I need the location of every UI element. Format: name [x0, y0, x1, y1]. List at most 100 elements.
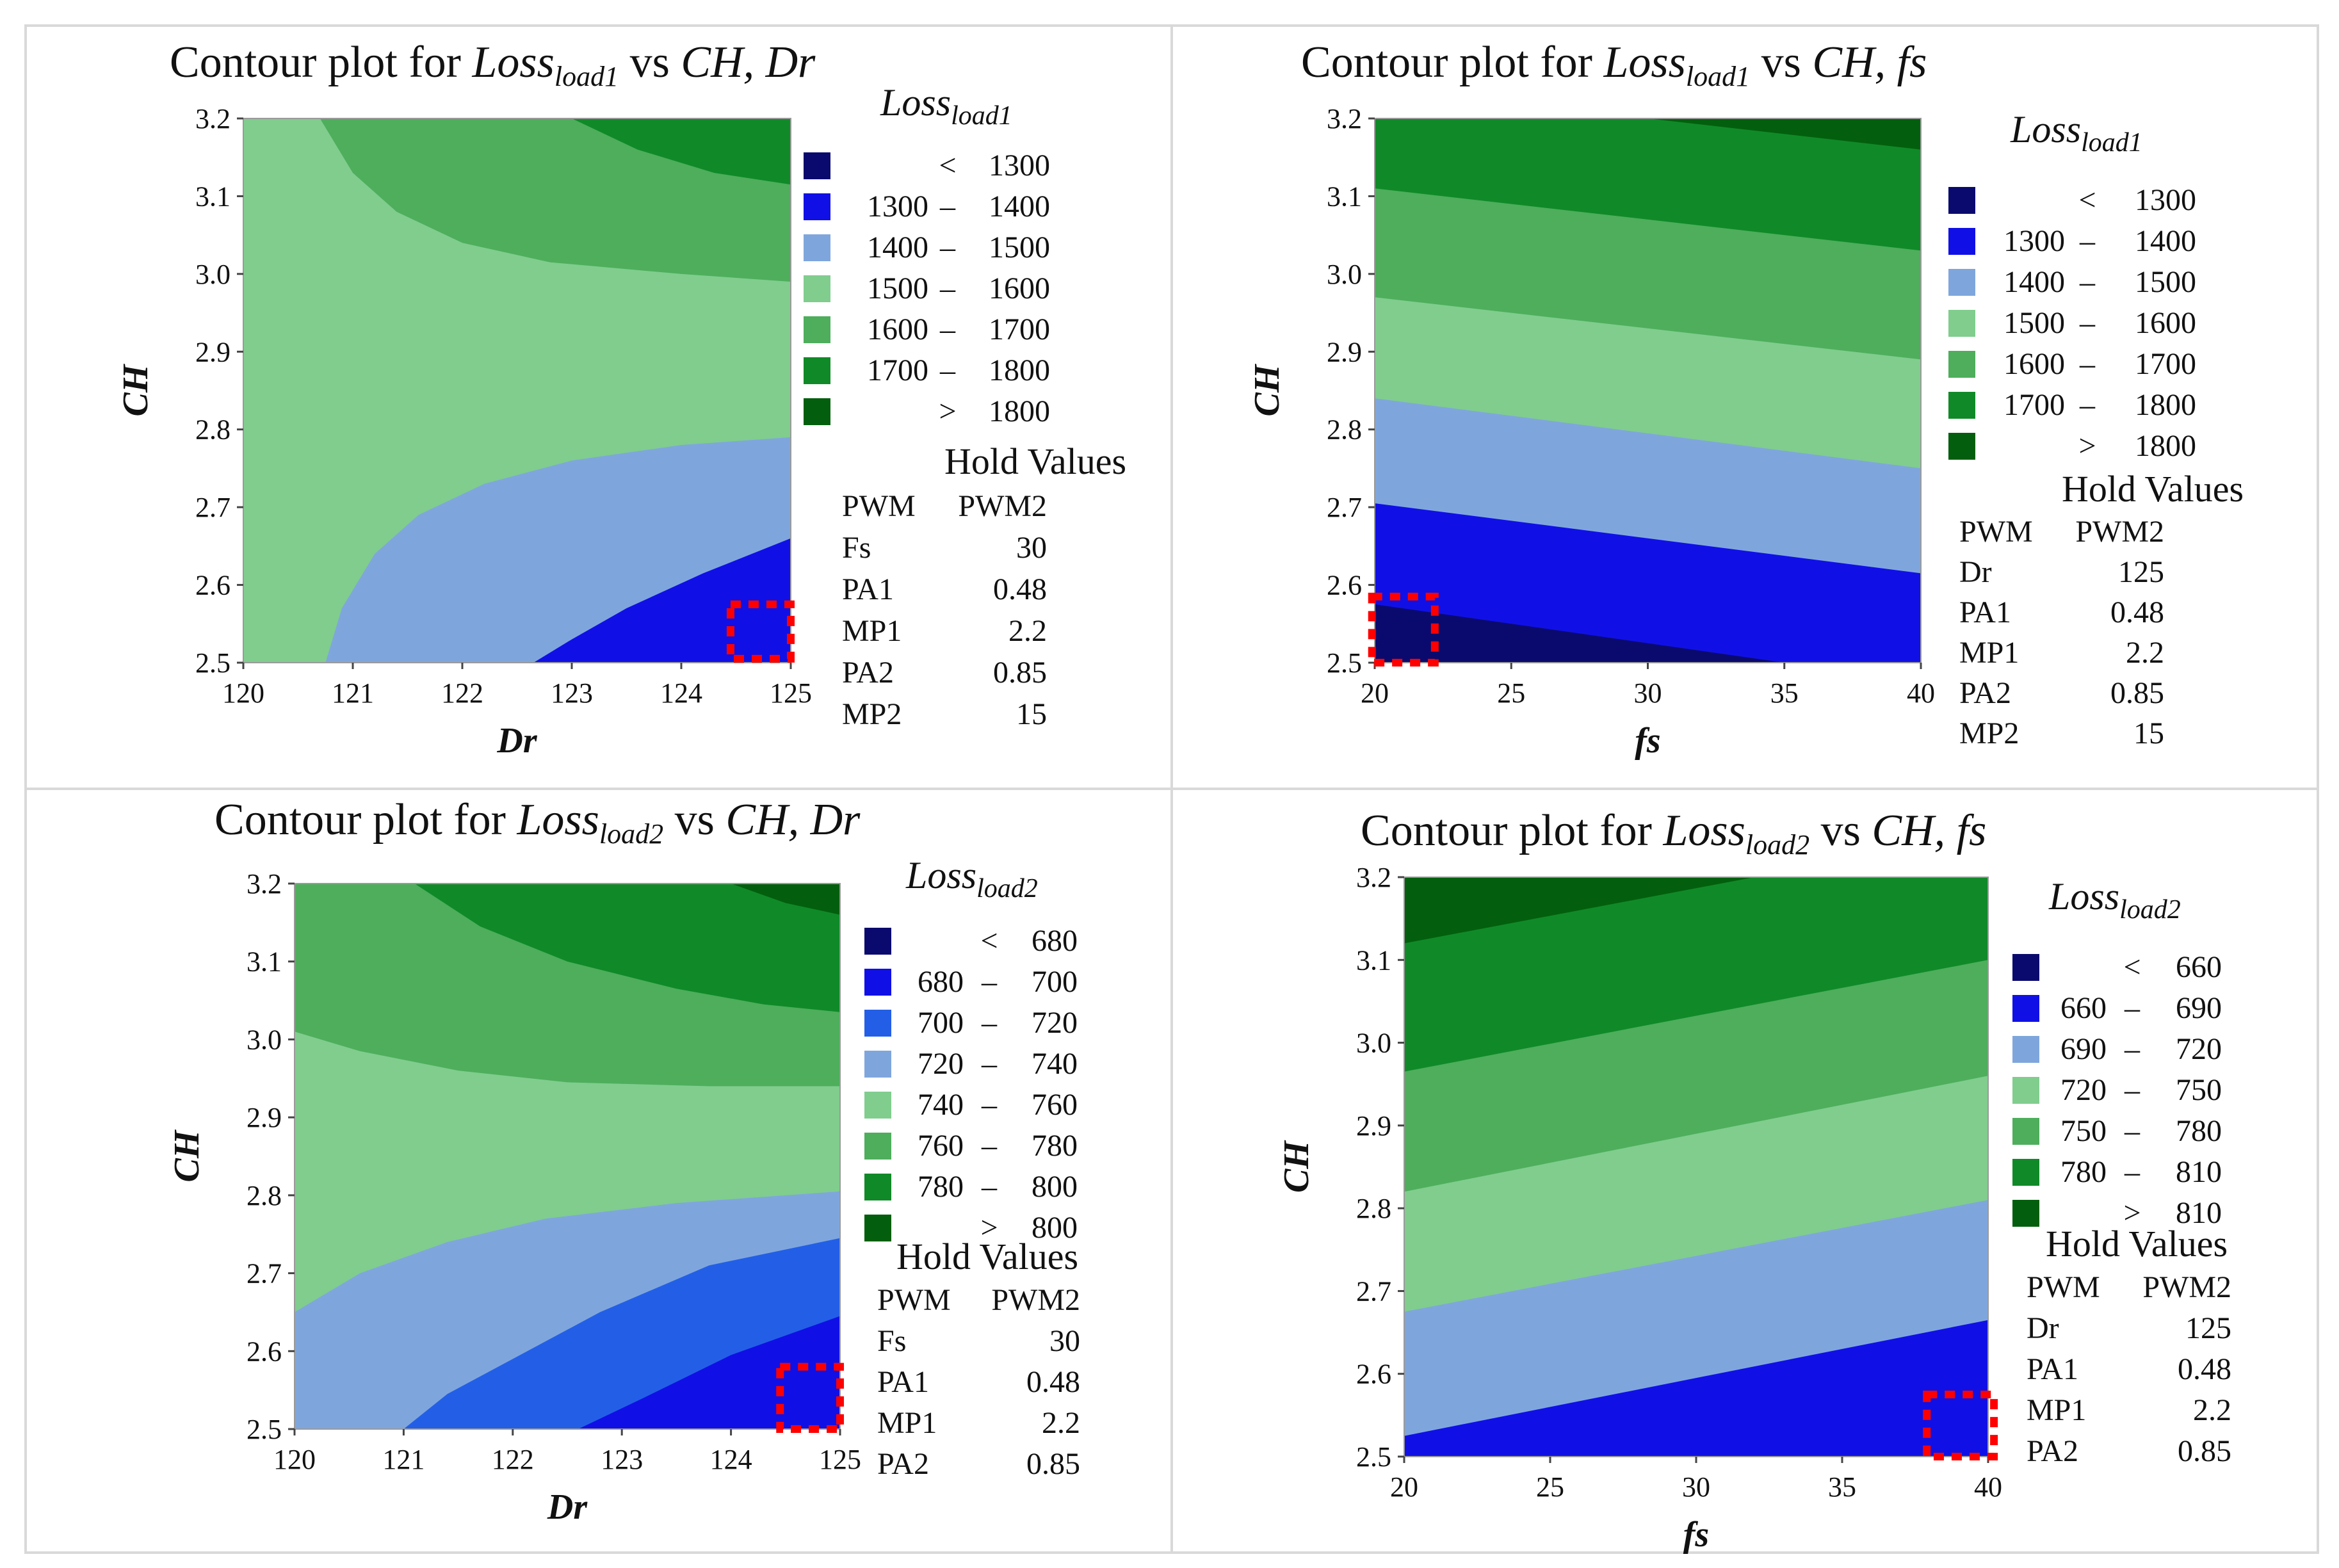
- legend-swatch-navy: [1948, 187, 1975, 214]
- x-tick-label: 40: [1974, 1471, 2002, 1503]
- plot-area: [1404, 877, 1988, 1457]
- hold-values-header-value: PWM2: [2142, 1270, 2231, 1304]
- hold-value-name: MP1: [1959, 636, 2019, 670]
- y-tick-label: 2.9: [1327, 336, 1362, 368]
- x-tick-label: 35: [1828, 1471, 1856, 1503]
- x-tick-label: 20: [1390, 1471, 1418, 1503]
- hold-value-name: MP1: [877, 1406, 937, 1440]
- legend-range-separator: >: [939, 394, 956, 428]
- legend-range-high: 740: [1032, 1047, 1078, 1081]
- legend-range-low: 1300: [867, 190, 928, 223]
- y-tick-label: 2.8: [247, 1180, 282, 1211]
- x-axis-label: fs: [1683, 1515, 1709, 1555]
- legend-range-separator: –: [939, 353, 956, 387]
- hold-value-name: Fs: [842, 531, 871, 565]
- legend-range-separator: –: [2079, 306, 2096, 340]
- legend-range-separator: <: [980, 924, 998, 958]
- legend-range-high: 810: [2176, 1196, 2222, 1230]
- plot-area: [295, 884, 840, 1429]
- legend-range-high: 1600: [2135, 306, 2196, 340]
- legend-swatch-light-blue: [1948, 269, 1975, 296]
- axes-frame: [243, 118, 791, 663]
- legend-range-low: 690: [2060, 1032, 2107, 1066]
- legend-range-high: 1400: [2135, 224, 2196, 258]
- legend-swatch-blue: [804, 193, 830, 220]
- contour-region-green: [414, 884, 840, 1012]
- legend-range-high: 1300: [989, 149, 1050, 182]
- legend-range-high: 1500: [989, 230, 1050, 264]
- highlight-marker: [1368, 592, 1439, 667]
- hold-value-number: 0.85: [2110, 676, 2164, 710]
- hold-value-name: PA2: [1959, 676, 2011, 710]
- contour-region-blue: [1404, 1320, 1988, 1457]
- legend-range-high: 680: [1032, 924, 1078, 958]
- hold-value-number: 0.48: [2110, 595, 2164, 629]
- y-axis-label: CH: [167, 1129, 207, 1182]
- legend-swatch-green: [864, 1174, 891, 1200]
- x-tick-label: 25: [1497, 677, 1525, 709]
- contour-panel-4: Contour plot for Lossload2 vs CH, fs 20 25…: [1170, 788, 2319, 1555]
- legend-range-separator: <: [2078, 183, 2096, 217]
- x-tick-label: 125: [819, 1444, 861, 1475]
- y-tick-label: 2.5: [247, 1414, 282, 1445]
- y-tick-label: 3.1: [1356, 944, 1391, 976]
- legend-range-low: 680: [918, 965, 964, 999]
- hold-values-header-value: PWM2: [958, 489, 1047, 523]
- contour-region-blue: [533, 538, 791, 663]
- legend-range-separator: –: [2079, 224, 2096, 258]
- legend-range-high: 700: [1032, 965, 1078, 999]
- legend-range-separator: –: [981, 1047, 998, 1081]
- y-tick-label: 2.9: [1356, 1110, 1391, 1142]
- y-tick-label: 3.2: [195, 103, 231, 134]
- legend-swatch-mid-blue: [864, 1010, 891, 1037]
- hold-values-title: Hold Values: [944, 440, 1126, 482]
- hold-value-name: PA1: [1959, 595, 2011, 629]
- legend-range-high: 1800: [2135, 429, 2196, 463]
- y-tick-label: 2.7: [1356, 1275, 1391, 1307]
- legend-range-low: 720: [2060, 1073, 2107, 1107]
- hold-values-header-value: PWM2: [2075, 515, 2164, 549]
- legend-range-high: 800: [1032, 1211, 1078, 1245]
- legend-swatch-mid-green: [864, 1133, 891, 1160]
- x-tick-label: 30: [1682, 1471, 1710, 1503]
- contour-region-green: [572, 118, 791, 185]
- x-tick-label: 25: [1536, 1471, 1564, 1503]
- legend-swatch-dark-green: [2012, 1200, 2039, 1227]
- y-axis-label: CH: [1247, 364, 1287, 416]
- y-tick-label: 3.0: [1356, 1028, 1391, 1059]
- contour-panel-1: Contour plot for Lossload1 vs CH, Dr 120 1…: [24, 24, 1173, 790]
- legend-title: Lossload2: [2048, 875, 2181, 925]
- hold-value-name: PA1: [877, 1365, 929, 1399]
- legend-swatch-light-green: [864, 1092, 891, 1119]
- y-tick-label: 2.6: [1356, 1359, 1391, 1390]
- chart-title: Contour plot for Lossload2 vs CH, Dr: [214, 795, 861, 850]
- x-axis-label: fs: [1635, 721, 1660, 761]
- legend-range-low: 720: [918, 1047, 964, 1081]
- y-tick-label: 2.5: [195, 647, 231, 679]
- hold-values-header-key: PWM: [877, 1283, 951, 1317]
- y-tick-label: 3.1: [247, 946, 282, 978]
- contour-region-dark-green: [731, 884, 840, 915]
- legend-range-separator: >: [980, 1211, 998, 1245]
- y-tick-label: 3.2: [247, 868, 282, 900]
- legend-range-high: 1700: [989, 312, 1050, 346]
- legend-range-separator: <: [939, 149, 956, 182]
- legend-range-low: 740: [918, 1088, 964, 1122]
- y-tick-label: 2.6: [1327, 570, 1362, 601]
- legend-range-high: 760: [1032, 1088, 1078, 1122]
- hold-value-name: MP2: [1959, 716, 2019, 750]
- legend-range-separator: –: [2124, 1032, 2141, 1066]
- legend-swatch-dark-green: [804, 398, 830, 425]
- y-axis-label: CH: [116, 364, 156, 416]
- legend-range-low: 1400: [867, 230, 928, 264]
- hold-value-name: PA2: [877, 1447, 929, 1481]
- x-tick-label: 35: [1770, 677, 1799, 709]
- y-tick-label: 2.9: [247, 1102, 282, 1133]
- hold-value-name: Dr: [1959, 555, 1992, 589]
- hold-value-name: Fs: [877, 1324, 906, 1358]
- x-tick-label: 120: [222, 677, 264, 709]
- legend-range-high: 1800: [989, 394, 1050, 428]
- hold-value-number: 0.85: [2178, 1434, 2231, 1468]
- axes-frame: [294, 883, 841, 1430]
- legend-range-separator: <: [2123, 950, 2141, 984]
